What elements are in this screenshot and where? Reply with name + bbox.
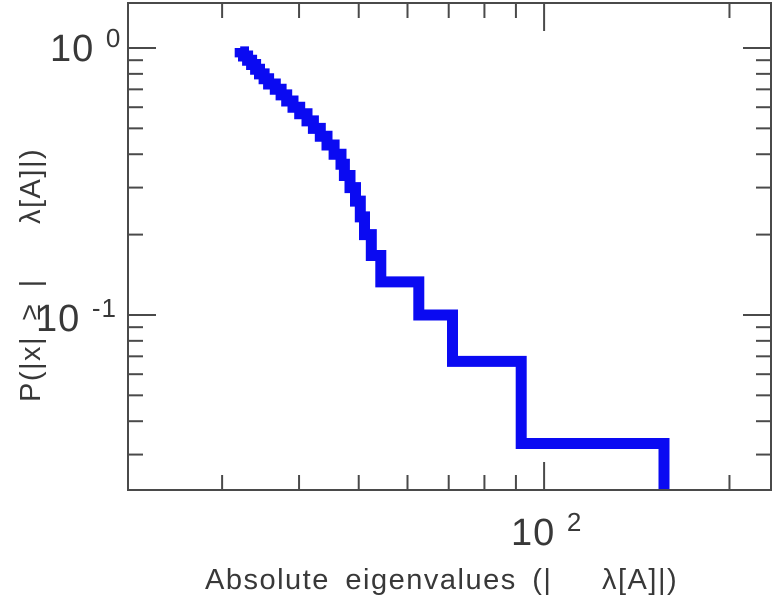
- y-tick-label-1e-1: 10 -1: [36, 293, 117, 340]
- y-tick-label-1e0: 10 0: [50, 23, 121, 70]
- x-axis-label-part1: Absolute eigenvalues (|: [205, 564, 552, 596]
- y-tick-1e0-base: 10: [50, 28, 94, 70]
- ccdf-step-curve: [234, 46, 670, 490]
- x-tick-1e2-exp: 2: [567, 507, 582, 537]
- tick-marks-layer: [128, 3, 771, 490]
- y-tick-1e0-exp: 0: [106, 23, 121, 53]
- y-tick-1e-1-exp: -1: [92, 293, 117, 323]
- x-axis-label-part2: λ[A]|): [602, 564, 678, 596]
- y-axis-label-part1: P(|x| ≥ |: [15, 278, 47, 402]
- x-tick-1e2-base: 10: [511, 512, 555, 554]
- x-tick-label-1e2: 10 2: [511, 507, 582, 554]
- y-axis-label-part2: λ[A]|): [15, 148, 47, 224]
- plot-frame: [127, 2, 772, 491]
- y-tick-1e-1-base: 10: [36, 298, 80, 340]
